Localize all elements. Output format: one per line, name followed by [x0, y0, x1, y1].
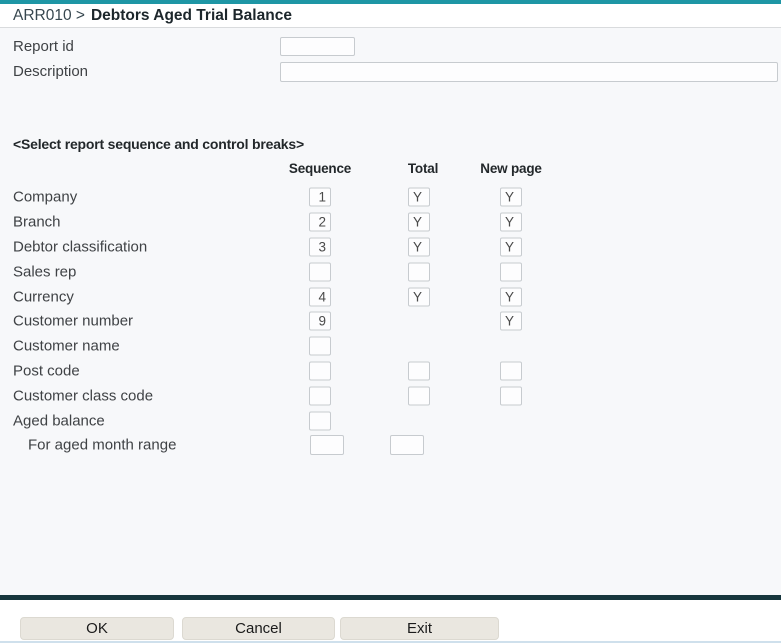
currency-sequence-input[interactable]: [309, 287, 331, 307]
customer-class-code-sequence-input[interactable]: [309, 386, 331, 406]
column-header-total: Total: [407, 161, 439, 176]
currency-total-input[interactable]: [408, 287, 430, 307]
row-label: Post code: [13, 362, 80, 380]
table-row-sales-rep: Sales rep: [0, 259, 781, 284]
table-row-company: Company: [0, 185, 781, 210]
table-row-aged-balance: Aged balance: [0, 408, 781, 433]
debtor-classification-new-page-input[interactable]: [500, 237, 522, 257]
sales-rep-sequence-input[interactable]: [309, 262, 331, 282]
company-total-input[interactable]: [408, 187, 430, 207]
debtor-classification-sequence-input[interactable]: [309, 237, 331, 257]
ok-button[interactable]: OK: [20, 617, 174, 640]
customer-number-new-page-input[interactable]: [500, 311, 522, 331]
sales-rep-new-page-input[interactable]: [500, 262, 522, 282]
row-label: Sales rep: [13, 263, 77, 281]
branch-total-input[interactable]: [408, 212, 430, 232]
company-new-page-input[interactable]: [500, 187, 522, 207]
row-label: Currency: [13, 288, 74, 306]
company-sequence-input[interactable]: [309, 187, 331, 207]
table-row-customer-class-code: Customer class code: [0, 383, 781, 408]
row-label: Branch: [13, 213, 61, 231]
branch-new-page-input[interactable]: [500, 212, 522, 232]
footer-button-bar: OK Cancel Exit: [0, 600, 781, 643]
table-row-debtor-classification: Debtor classification: [0, 235, 781, 260]
column-header-sequence: Sequence: [288, 161, 352, 176]
breadcrumb-prefix: ARR010 >: [13, 6, 85, 24]
table-row-aged-month-range: For aged month range: [0, 433, 781, 458]
row-label: Customer name: [13, 337, 120, 355]
table-row-customer-number: Customer number: [0, 309, 781, 334]
customer-class-code-total-input[interactable]: [408, 386, 430, 406]
post-code-total-input[interactable]: [408, 361, 430, 381]
table-row-branch: Branch: [0, 210, 781, 235]
customer-number-sequence-input[interactable]: [309, 311, 331, 331]
aged-month-range-from-input[interactable]: [310, 435, 344, 456]
description-label: Description: [13, 63, 89, 80]
page-title: Debtors Aged Trial Balance: [90, 6, 292, 24]
row-label: Customer number: [13, 312, 134, 330]
bottom-edge-line: [0, 641, 781, 643]
post-code-sequence-input[interactable]: [309, 361, 331, 381]
table-row-post-code: Post code: [0, 359, 781, 384]
row-label: For aged month range: [28, 436, 177, 454]
form-area: Report id Description <Select report seq…: [0, 29, 781, 600]
column-header-new-page: New page: [480, 161, 542, 176]
description-input[interactable]: [280, 62, 778, 82]
customer-class-code-new-page-input[interactable]: [500, 386, 522, 406]
sequence-table: Company Branch Debtor classification Sal…: [0, 185, 781, 458]
table-row-currency: Currency: [0, 284, 781, 309]
currency-new-page-input[interactable]: [500, 287, 522, 307]
branch-sequence-input[interactable]: [309, 212, 331, 232]
accent-bar: [0, 0, 781, 4]
row-label: Customer class code: [13, 387, 154, 405]
report-id-label: Report id: [13, 38, 74, 55]
customer-name-sequence-input[interactable]: [309, 336, 331, 356]
footer-divider-bar: [0, 595, 781, 600]
aged-balance-sequence-input[interactable]: [309, 411, 331, 431]
sales-rep-total-input[interactable]: [408, 262, 430, 282]
exit-button[interactable]: Exit: [340, 617, 499, 640]
row-label: Company: [13, 188, 78, 206]
debtor-classification-total-input[interactable]: [408, 237, 430, 257]
aged-month-range-to-input[interactable]: [390, 435, 424, 456]
row-label: Aged balance: [13, 412, 105, 430]
breadcrumb: ARR010 > Debtors Aged Trial Balance: [0, 4, 781, 28]
table-row-customer-name: Customer name: [0, 334, 781, 359]
row-label: Debtor classification: [13, 238, 148, 256]
section-heading: <Select report sequence and control brea…: [13, 136, 304, 152]
post-code-new-page-input[interactable]: [500, 361, 522, 381]
report-id-input[interactable]: [280, 37, 355, 56]
cancel-button[interactable]: Cancel: [182, 617, 335, 640]
